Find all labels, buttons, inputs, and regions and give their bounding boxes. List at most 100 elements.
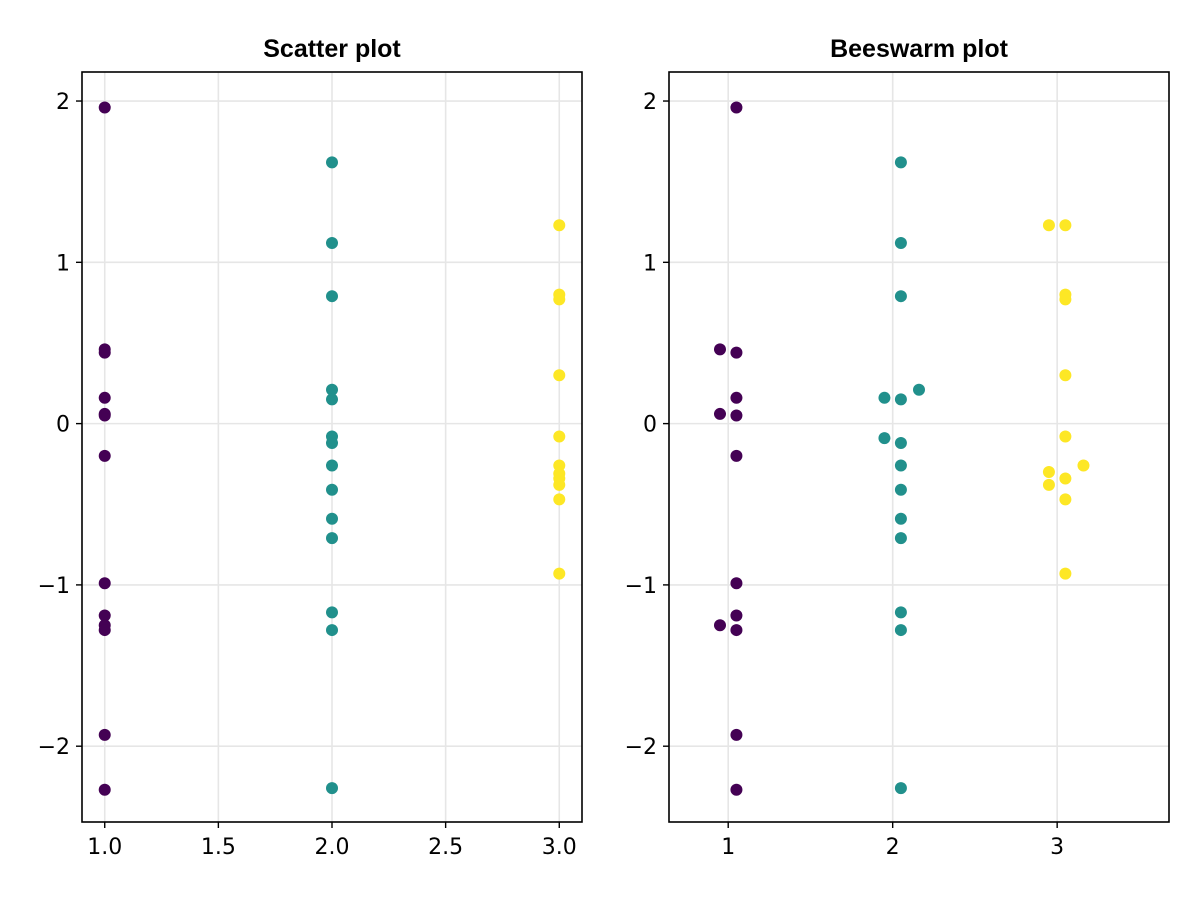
data-point bbox=[730, 577, 743, 590]
data-point bbox=[326, 624, 338, 637]
data-point bbox=[730, 101, 743, 114]
data-point bbox=[553, 567, 566, 580]
series-group-1 bbox=[713, 101, 743, 796]
series-group-2 bbox=[878, 156, 925, 795]
y-tick-label: 2 bbox=[56, 90, 70, 115]
y-tick-label: 0 bbox=[643, 413, 657, 438]
data-point bbox=[913, 383, 925, 396]
data-point bbox=[1077, 459, 1090, 472]
data-point bbox=[326, 383, 338, 396]
data-point bbox=[326, 393, 338, 406]
plot-frame bbox=[668, 71, 1170, 823]
x-tick-label: 2.0 bbox=[315, 835, 350, 860]
data-point bbox=[1059, 369, 1072, 382]
data-point bbox=[713, 619, 726, 632]
data-point bbox=[894, 459, 907, 472]
y-tick-label: 0 bbox=[56, 413, 70, 438]
data-point bbox=[326, 532, 338, 545]
data-point bbox=[894, 290, 907, 303]
x-tick-label: 3.0 bbox=[542, 835, 577, 860]
data-point bbox=[730, 728, 743, 741]
data-point bbox=[326, 290, 338, 303]
data-point bbox=[326, 436, 338, 449]
data-point bbox=[326, 459, 338, 472]
data-point bbox=[1059, 293, 1072, 306]
plot-frame bbox=[81, 71, 583, 823]
y-tick-label: −1 bbox=[38, 574, 70, 599]
data-point bbox=[894, 624, 907, 637]
data-point bbox=[98, 346, 111, 359]
data-point bbox=[730, 609, 743, 622]
y-tick-label: −2 bbox=[38, 735, 70, 760]
data-point bbox=[730, 783, 743, 796]
data-point bbox=[98, 609, 111, 622]
data-point bbox=[553, 219, 566, 232]
data-point bbox=[326, 606, 338, 619]
y-tick-label: 1 bbox=[643, 251, 657, 276]
series-group-2 bbox=[326, 156, 338, 795]
y-tick-label: −2 bbox=[625, 735, 657, 760]
data-point bbox=[1059, 472, 1072, 485]
data-point bbox=[98, 624, 111, 637]
data-point bbox=[1059, 219, 1072, 232]
x-tick-label: 1 bbox=[721, 835, 735, 860]
data-point bbox=[1042, 466, 1055, 478]
data-point bbox=[878, 391, 891, 404]
grid-lines bbox=[82, 72, 582, 822]
data-point bbox=[894, 436, 907, 449]
data-point bbox=[326, 782, 338, 795]
y-tick-label: 2 bbox=[643, 90, 657, 115]
x-tick-label: 1.5 bbox=[201, 835, 236, 860]
beeswarm-plot-panel: Beeswarm plot 1 2 3 −2 −1 0 1 2 bbox=[625, 35, 1170, 860]
data-point bbox=[98, 409, 111, 422]
data-point bbox=[894, 236, 907, 249]
chart-title: Beeswarm plot bbox=[830, 35, 1009, 63]
data-point bbox=[894, 393, 907, 406]
grid-lines bbox=[669, 72, 1169, 822]
data-point bbox=[98, 728, 111, 741]
data-point bbox=[1059, 430, 1072, 443]
data-point bbox=[326, 236, 338, 249]
data-point bbox=[894, 156, 907, 169]
x-tick-label: 2.5 bbox=[428, 835, 463, 860]
x-tick-label: 1.0 bbox=[87, 835, 122, 860]
data-point bbox=[894, 606, 907, 619]
data-point bbox=[98, 391, 111, 404]
data-point bbox=[553, 478, 566, 491]
scatter-plot-panel: Scatter plot 1.0 1.5 2.0 2.5 3.0 −2 −1 0 1 2 bbox=[38, 35, 583, 860]
data-point bbox=[1042, 219, 1055, 232]
chart-title: Scatter plot bbox=[263, 35, 401, 63]
data-point bbox=[98, 783, 111, 796]
series-group-1 bbox=[98, 101, 111, 796]
data-point bbox=[878, 432, 891, 445]
data-point bbox=[326, 512, 338, 525]
data-point bbox=[553, 430, 566, 443]
data-point bbox=[1059, 567, 1072, 580]
data-point bbox=[98, 577, 111, 590]
data-point bbox=[894, 782, 907, 795]
data-point bbox=[894, 532, 907, 545]
data-point bbox=[730, 449, 743, 462]
data-point bbox=[326, 483, 338, 496]
data-point bbox=[730, 409, 743, 422]
data-point bbox=[730, 346, 743, 359]
data-point bbox=[713, 407, 726, 420]
x-tick-label: 2 bbox=[886, 835, 900, 860]
y-tick-label: 1 bbox=[56, 251, 70, 276]
data-point bbox=[553, 293, 566, 306]
data-point bbox=[894, 512, 907, 525]
data-point bbox=[553, 369, 566, 382]
data-point bbox=[730, 624, 743, 637]
data-point bbox=[894, 483, 907, 496]
data-point bbox=[1059, 493, 1072, 506]
data-point bbox=[713, 343, 726, 356]
series-group-3 bbox=[1042, 219, 1090, 580]
series-group-3 bbox=[553, 219, 566, 580]
y-tick-label: −1 bbox=[625, 574, 657, 599]
x-tick-label: 3 bbox=[1050, 835, 1064, 860]
data-point bbox=[326, 156, 338, 169]
data-point bbox=[98, 101, 111, 114]
data-point bbox=[730, 391, 743, 404]
data-point bbox=[98, 449, 111, 462]
